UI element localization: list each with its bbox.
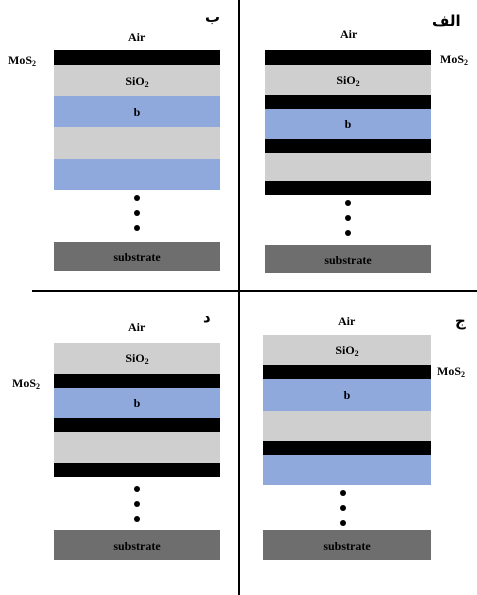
b-layer: [54, 159, 220, 190]
mos2-layer: [263, 365, 431, 379]
b-label: b: [343, 388, 351, 402]
b-layer: b: [263, 379, 431, 411]
ellipsis-dot: [340, 490, 346, 496]
sio2-layer: SiO2: [265, 65, 431, 95]
panel-tag-dal: د: [203, 308, 211, 326]
sio2-layer: SiO2: [54, 65, 220, 96]
substrate-label: substrate: [323, 539, 371, 553]
air-label: Air: [128, 30, 146, 44]
ellipsis-dot: [134, 225, 140, 231]
b-label: b: [133, 105, 141, 119]
ellipsis-dot: [340, 520, 346, 526]
mos2-layer: [54, 50, 220, 65]
mos2-layer: [265, 95, 431, 109]
mos2-layer: [265, 50, 431, 65]
mos2-layer: [54, 418, 220, 432]
b-layer: [263, 455, 431, 485]
mos2-label: MoS2: [440, 52, 468, 67]
sio2-label: SiO2: [336, 73, 360, 88]
ellipsis-dot: [134, 516, 140, 522]
sio2-layer: [54, 432, 220, 463]
sio2-layer: [263, 411, 431, 441]
sio2-layer: [54, 127, 220, 159]
layer-stack-alef: SiO2 b: [265, 50, 431, 195]
b-layer: b: [54, 96, 220, 127]
mos2-layer: [265, 139, 431, 153]
substrate-layer: substrate: [265, 245, 431, 273]
substrate-label: substrate: [113, 250, 161, 264]
vertical-divider: [238, 0, 240, 595]
ellipsis-dot: [345, 215, 351, 221]
panel-tag-be: ب: [205, 8, 221, 26]
sio2-label: SiO2: [335, 343, 359, 358]
ellipsis-dot: [134, 501, 140, 507]
ellipsis-dot: [340, 505, 346, 511]
air-label: Air: [338, 314, 356, 328]
ellipsis-dot: [134, 210, 140, 216]
ellipsis-dot: [345, 200, 351, 206]
b-layer: b: [54, 388, 220, 418]
mos2-layer: [54, 463, 220, 477]
substrate-layer: substrate: [263, 530, 431, 560]
substrate-label: substrate: [113, 539, 161, 553]
mos2-label: MoS2: [8, 53, 36, 68]
ellipsis-dot: [345, 230, 351, 236]
b-label: b: [344, 117, 352, 131]
ellipsis-dot: [134, 195, 140, 201]
sio2-layer: [265, 153, 431, 181]
substrate-layer: substrate: [54, 242, 220, 271]
substrate-layer: substrate: [54, 530, 220, 560]
mos2-label: MoS2: [437, 364, 465, 379]
substrate-label: substrate: [324, 253, 372, 267]
air-label: Air: [340, 27, 358, 41]
layer-stack-jim: SiO2 b: [263, 335, 431, 485]
sio2-layer: SiO2: [54, 343, 220, 374]
mos2-layer: [263, 441, 431, 455]
b-label: b: [133, 396, 141, 410]
ellipsis-dot: [134, 486, 140, 492]
layer-stack-be: SiO2 b: [54, 50, 220, 190]
sio2-layer: SiO2: [263, 335, 431, 365]
mos2-layer: [54, 374, 220, 388]
panel-tag-jim: ج: [455, 312, 466, 330]
horizontal-divider: [32, 290, 477, 292]
sio2-label: SiO2: [125, 74, 149, 89]
mos2-label: MoS2: [12, 376, 40, 391]
air-label: Air: [128, 320, 146, 334]
mos2-layer: [265, 181, 431, 195]
b-layer: b: [265, 109, 431, 139]
layer-stack-dal: SiO2 b: [54, 343, 220, 478]
panel-tag-alef: الف: [432, 12, 461, 30]
sio2-label: SiO2: [125, 351, 149, 366]
